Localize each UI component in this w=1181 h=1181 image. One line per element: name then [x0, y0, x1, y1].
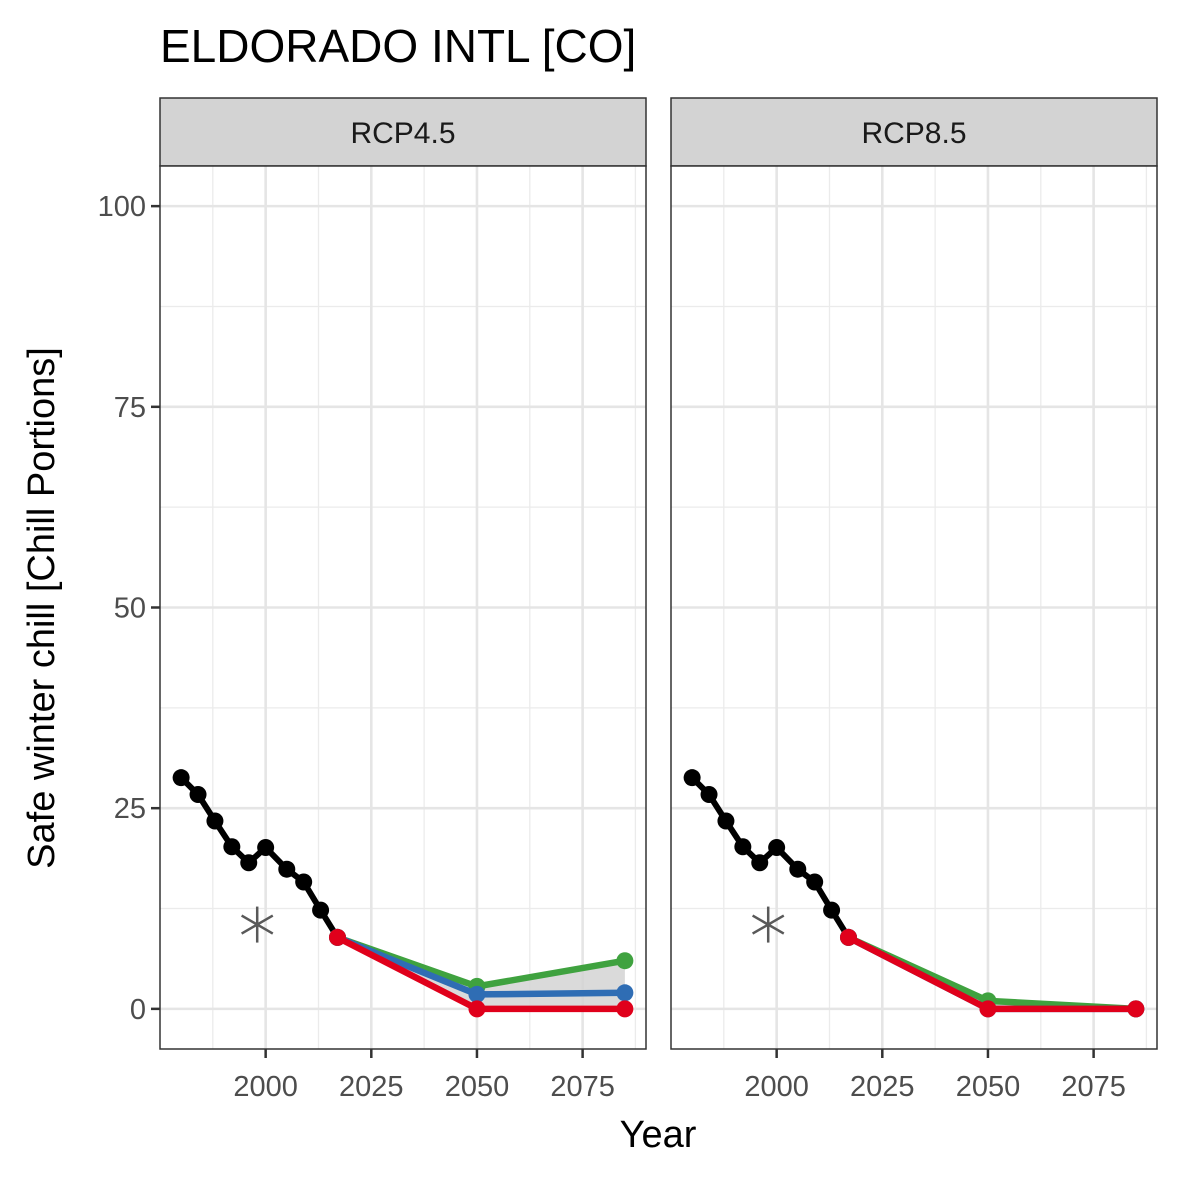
- scenario-point: [616, 984, 634, 1002]
- historic-point: [717, 812, 735, 830]
- scenario-point: [616, 1000, 634, 1018]
- scenario-point: [328, 928, 346, 946]
- historic-point: [240, 854, 258, 872]
- historic-point: [206, 812, 224, 830]
- chart-title: ELDORADO INTL [CO]: [160, 20, 636, 72]
- asterisk-stroke: [751, 914, 785, 935]
- asterisk-stroke: [240, 914, 274, 935]
- panel-rcp85: RCP8.5 2000 2025 2050 2075: [670, 97, 1158, 1103]
- historic-point: [734, 838, 752, 856]
- historic-point: [189, 786, 207, 804]
- facet-strip: [159, 97, 647, 167]
- historic-point: [823, 901, 841, 919]
- historic-point: [789, 860, 807, 878]
- y-tick-label: 25: [114, 793, 146, 825]
- historic-point: [312, 901, 330, 919]
- facet-panels: RCP4.5 2000 2025 2050 2075 0 25 50 75 100 RCP8.5 20…: [98, 97, 1158, 1103]
- historic-line: [689, 774, 852, 941]
- observed-asterisk-marker: [751, 906, 785, 943]
- observed-asterisk-marker: [240, 906, 274, 943]
- scenario-point: [839, 928, 857, 946]
- x-tick-label: 2025: [850, 1071, 915, 1103]
- x-axis-title: Year: [620, 1114, 697, 1156]
- scenario-point: [979, 1000, 997, 1018]
- panel-rcp45: RCP4.5 2000 2025 2050 2075 0 25 50 75 100: [98, 97, 647, 1103]
- historic-point: [806, 873, 824, 891]
- historic-point: [751, 854, 769, 872]
- facet-strip: [670, 97, 1158, 167]
- x-tick-label: 2050: [956, 1071, 1021, 1103]
- x-tick-label: 2075: [1061, 1071, 1126, 1103]
- y-tick-label: 100: [98, 191, 146, 223]
- x-tick-label: 2050: [445, 1071, 510, 1103]
- scenario-point: [1127, 1000, 1145, 1018]
- historic-point: [257, 839, 275, 857]
- x-tick-label: 2075: [550, 1071, 615, 1103]
- historic-point: [768, 839, 786, 857]
- grid-lines: [671, 166, 1157, 1049]
- x-tick-label: 2025: [339, 1071, 404, 1103]
- panel-border: [670, 165, 1158, 1050]
- historic-point: [683, 769, 701, 787]
- historic-point: [700, 786, 718, 804]
- scenario-point: [468, 1000, 486, 1018]
- y-tick-label: 0: [130, 994, 146, 1026]
- historic-line: [178, 774, 341, 941]
- grid-lines: [160, 166, 646, 1049]
- scenario-point: [468, 985, 486, 1003]
- y-tick-label: 50: [114, 593, 146, 625]
- x-tick-label: 2000: [233, 1071, 298, 1103]
- historic-point: [223, 838, 241, 856]
- facet-strip-label: RCP8.5: [861, 117, 966, 150]
- historic-point: [172, 769, 190, 787]
- facet-strip-label: RCP4.5: [350, 117, 455, 150]
- historic-point: [278, 860, 296, 878]
- x-tick-label: 2000: [744, 1071, 809, 1103]
- scenario-point: [616, 952, 634, 970]
- historic-point: [295, 873, 313, 891]
- y-axis-title: Safe winter chill [Chill Portions]: [21, 347, 63, 869]
- y-tick-label: 75: [114, 392, 146, 424]
